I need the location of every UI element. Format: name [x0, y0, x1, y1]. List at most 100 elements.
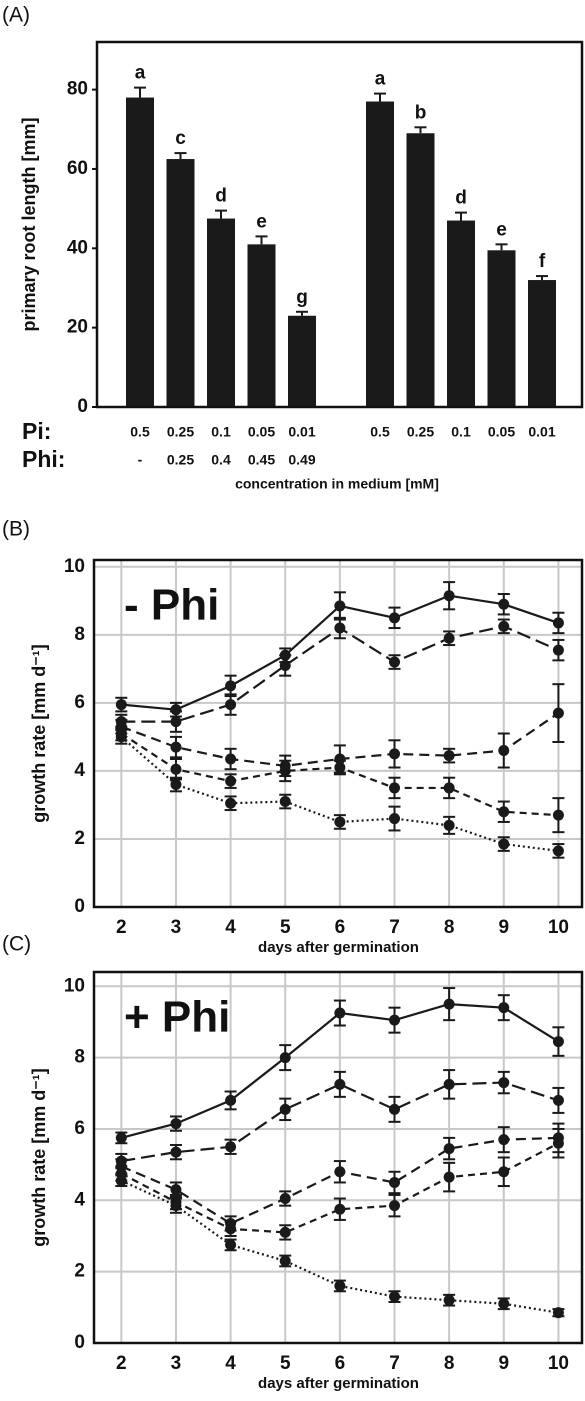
x-tick-label: 2: [116, 1353, 127, 1374]
data-point: [552, 1036, 564, 1048]
y-axis-label: growth rate [mm d⁻¹]: [29, 1068, 49, 1247]
data-point: [498, 1002, 510, 1014]
x-tick-label: 3: [171, 1353, 182, 1374]
data-point: [389, 656, 401, 668]
y-tick-label: 60: [67, 158, 88, 179]
series-line: [121, 1081, 559, 1163]
data-point: [443, 1171, 455, 1183]
data-point: [552, 617, 564, 629]
x-tick-label: 6: [335, 917, 346, 938]
y-tick-label: 20: [67, 317, 88, 338]
y-tick-label: 2: [74, 1261, 85, 1282]
data-point: [498, 620, 510, 632]
y-tick-label: 8: [74, 1047, 85, 1068]
data-point: [389, 782, 401, 794]
pi-label: 0.05: [248, 424, 275, 440]
panel-label: (C): [2, 933, 31, 956]
data-point: [170, 704, 182, 716]
y-axis-label: primary root length [mm]: [19, 117, 39, 331]
x-tick-label: 9: [498, 917, 509, 938]
data-point: [334, 1280, 346, 1292]
annotation: + Phi: [124, 993, 230, 1042]
data-point: [115, 731, 127, 743]
bar: [288, 315, 316, 407]
row-label: Pi:: [22, 418, 51, 444]
phi-label: 0.49: [288, 452, 315, 468]
pi-label: 0.25: [167, 424, 194, 440]
data-point: [170, 779, 182, 791]
data-point: [389, 1014, 401, 1026]
series-line: [120, 1179, 559, 1314]
panel-label: (A): [2, 4, 30, 27]
data-point: [443, 1078, 455, 1090]
y-tick-label: 10: [64, 556, 85, 577]
data-point: [334, 1007, 346, 1019]
y-tick-label: 4: [74, 760, 85, 781]
data-point: [443, 1143, 455, 1155]
x-tick-label: 5: [280, 917, 291, 938]
data-point: [170, 1184, 182, 1196]
significance-letter: g: [296, 287, 308, 308]
bar: [126, 97, 154, 407]
significance-letter: a: [135, 63, 146, 84]
data-point: [552, 1307, 564, 1319]
data-point: [279, 1052, 291, 1064]
pi-label: 0.5: [370, 424, 390, 440]
data-point: [443, 819, 455, 831]
data-point: [443, 998, 455, 1010]
data-point: [225, 699, 237, 711]
data-point: [334, 622, 346, 634]
pi-label: 0.01: [528, 424, 555, 440]
significance-letter: e: [256, 211, 267, 232]
y-tick-label: 4: [74, 1189, 85, 1210]
data-point: [334, 600, 346, 612]
pi-label: 0.1: [211, 424, 231, 440]
data-point: [334, 1166, 346, 1178]
x-tick-label: 4: [225, 917, 236, 938]
data-point: [334, 1078, 346, 1090]
bar: [487, 250, 516, 407]
y-tick-label: 2: [74, 828, 85, 849]
x-tick-label: 6: [335, 1353, 346, 1374]
x-tick-label: 8: [444, 917, 455, 938]
data-point: [498, 806, 510, 818]
significance-letter: a: [375, 69, 386, 90]
bar: [207, 218, 235, 407]
y-tick-label: 0: [74, 1332, 85, 1353]
bar: [166, 159, 195, 407]
data-point: [498, 598, 510, 610]
y-tick-label: 10: [64, 975, 85, 996]
data-point: [170, 716, 182, 728]
significance-letter: d: [215, 186, 227, 207]
pi-label: 0.05: [488, 424, 515, 440]
significance-letter: e: [496, 219, 507, 240]
significance-letter: b: [415, 102, 427, 123]
x-axis-label: days after germination: [258, 1375, 419, 1392]
data-point: [170, 741, 182, 753]
data-point: [225, 1141, 237, 1153]
y-tick-label: 40: [67, 237, 88, 258]
data-point: [552, 707, 564, 719]
data-point: [552, 845, 564, 857]
plot-frame: [95, 40, 584, 409]
y-tick-label: 8: [74, 624, 85, 645]
data-point: [115, 1132, 127, 1144]
data-point: [498, 838, 510, 850]
phi-label: 0.25: [167, 452, 194, 468]
y-tick-label: 6: [74, 1118, 85, 1139]
plot-frame: [92, 970, 584, 1345]
data-point: [498, 1134, 510, 1146]
significance-letter: f: [539, 251, 546, 272]
data-point: [115, 1175, 127, 1187]
data-point: [552, 1137, 564, 1149]
bar: [366, 101, 394, 408]
data-point: [389, 1176, 401, 1188]
x-tick-label: 2: [116, 917, 127, 938]
pi-label: 0.25: [407, 424, 434, 440]
phi-label: -: [138, 452, 143, 468]
data-point: [389, 1291, 401, 1303]
data-point: [170, 1118, 182, 1130]
data-point: [225, 1239, 237, 1251]
series-line: [120, 736, 559, 852]
